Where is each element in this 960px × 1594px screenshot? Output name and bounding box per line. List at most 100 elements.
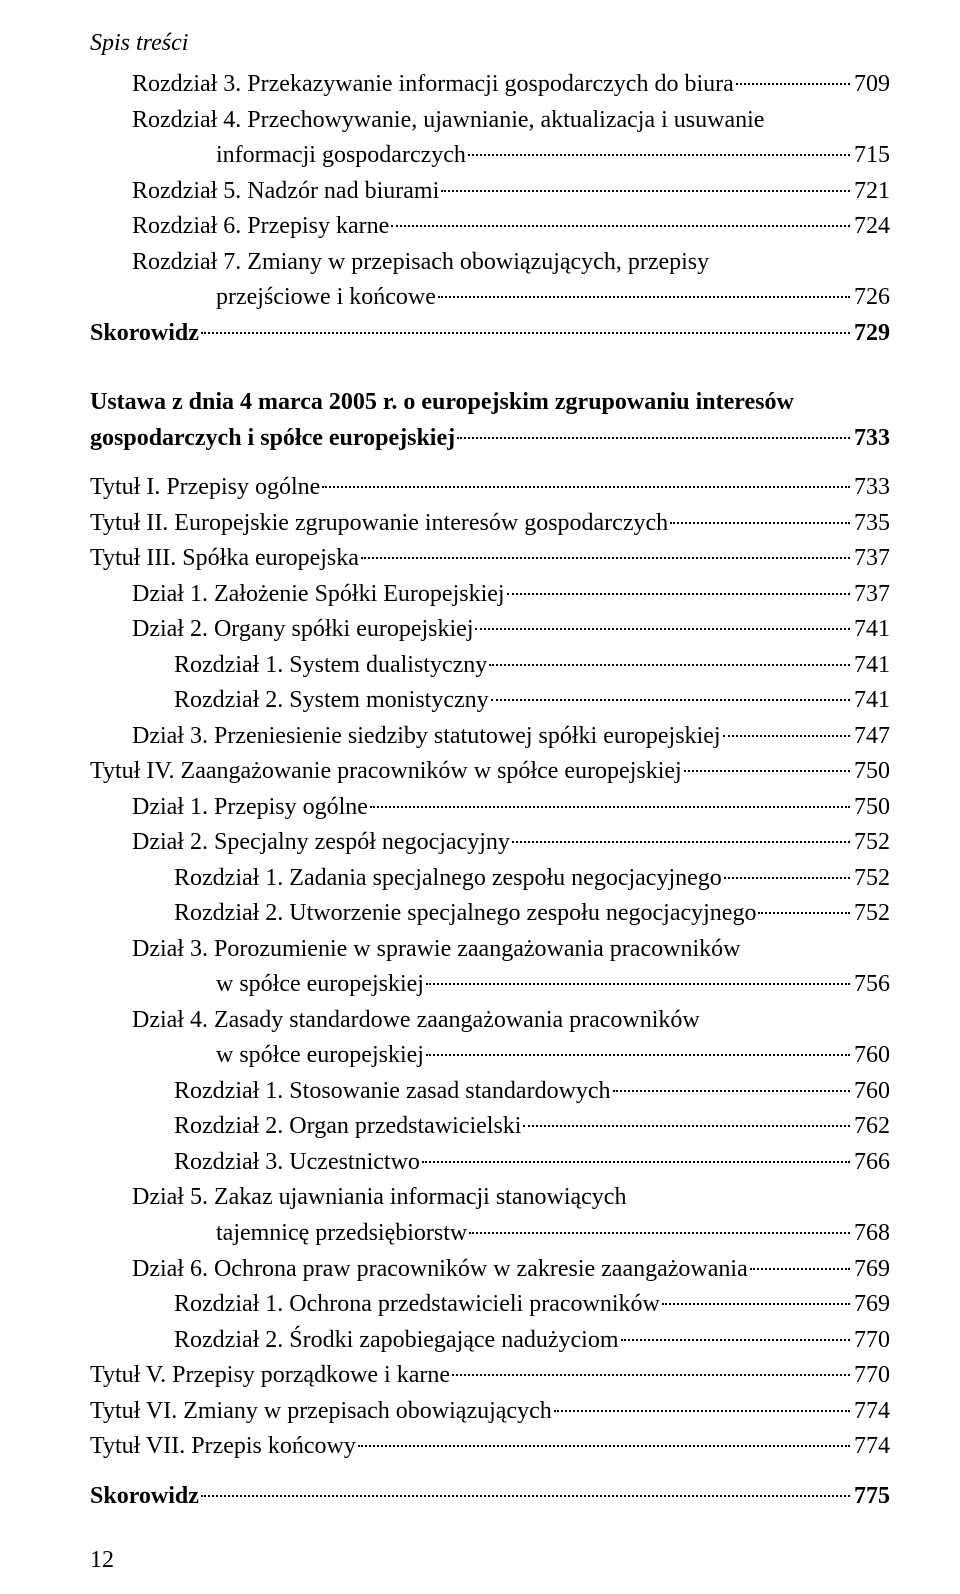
toc-label: Rozdział 2. Utworzenie specjalnego zespo… xyxy=(174,896,756,932)
toc-label: Dział 1. Założenie Spółki Europejskiej xyxy=(132,577,505,613)
toc-label: Rozdział 3. Uczestnictwo xyxy=(174,1145,420,1181)
toc-line: Tytuł IV. Zaangażowanie pracowników w sp… xyxy=(90,754,890,790)
toc-leaders xyxy=(758,912,850,914)
toc-leaders xyxy=(621,1339,850,1341)
toc-line: Tytuł III. Spółka europejska 737 xyxy=(90,541,890,577)
toc-label: Dział 3. Porozumienie w sprawie zaangażo… xyxy=(132,932,740,968)
toc-line: Tytuł VI. Zmiany w przepisach obowiązują… xyxy=(90,1394,890,1430)
toc-label: Dział 6. Ochrona praw pracowników w zakr… xyxy=(132,1252,748,1288)
toc-label: Tytuł VI. Zmiany w przepisach obowiązują… xyxy=(90,1394,552,1430)
toc-line: Rozdział 2. Utworzenie specjalnego zespo… xyxy=(90,896,890,932)
toc-line: Rozdział 1. System dualistyczny741 xyxy=(90,648,890,684)
toc-line: Dział 6. Ochrona praw pracowników w zakr… xyxy=(90,1252,890,1288)
toc-page: 752 xyxy=(854,896,890,932)
toc-leaders xyxy=(370,806,850,808)
toc-leaders xyxy=(468,154,850,156)
toc-leaders xyxy=(422,1161,850,1163)
toc-section-title: Ustawa z dnia 4 marca 2005 r. o europejs… xyxy=(90,385,890,421)
toc-line: Tytuł II. Europejskie zgrupowanie intere… xyxy=(90,506,890,542)
toc-page: 726 xyxy=(854,280,890,316)
toc-page: 724 xyxy=(854,209,890,245)
toc-line: Dział 3. Przeniesienie siedziby statutow… xyxy=(90,719,890,755)
toc-page: 775 xyxy=(854,1479,890,1515)
toc-leaders xyxy=(523,1125,850,1127)
toc-line: Dział 4. Zasady standardowe zaangażowani… xyxy=(90,1003,890,1039)
toc-line: Tytuł I. Przepisy ogólne733 xyxy=(90,470,890,506)
toc-line: Rozdział 4. Przechowywanie, ujawnianie, … xyxy=(90,103,890,139)
toc-label: Tytuł II. Europejskie zgrupowanie intere… xyxy=(90,506,668,542)
toc-line: Rozdział 5. Nadzór nad biurami 721 xyxy=(90,174,890,210)
toc-page: 756 xyxy=(854,967,890,1003)
toc-page: 747 xyxy=(854,719,890,755)
toc-label: Rozdział 5. Nadzór nad biurami xyxy=(132,174,439,210)
toc-label: Rozdział 1. Ochrona przedstawicieli prac… xyxy=(174,1287,660,1323)
toc-label: w spółce europejskiej xyxy=(216,967,424,1003)
toc-label: przejściowe i końcowe xyxy=(216,280,436,316)
toc-label: Dział 4. Zasady standardowe zaangażowani… xyxy=(132,1003,700,1039)
toc-line: Skorowidz729 xyxy=(90,316,890,352)
toc-leaders xyxy=(475,628,850,630)
toc-leaders xyxy=(426,1054,850,1056)
toc-label: Tytuł IV. Zaangażowanie pracowników w sp… xyxy=(90,754,682,790)
toc-label: tajemnicę przedsiębiorstw xyxy=(216,1216,467,1252)
toc-line: Skorowidz 775 xyxy=(90,1479,890,1515)
toc-page: 741 xyxy=(854,648,890,684)
page-footer: 12 xyxy=(90,1547,890,1574)
toc-line: Dział 1. Przepisy ogólne 750 xyxy=(90,790,890,826)
toc-leaders xyxy=(426,983,850,985)
toc-line: Rozdział 2. Środki zapobiegające nadużyc… xyxy=(90,1323,890,1359)
toc-leaders xyxy=(391,225,850,227)
toc-label: w spółce europejskiej xyxy=(216,1038,424,1074)
toc-page: 721 xyxy=(854,174,890,210)
toc-leaders xyxy=(452,1374,850,1376)
toc-page: 769 xyxy=(854,1287,890,1323)
toc-page: 729 xyxy=(854,316,890,352)
toc-label: Rozdział 1. Zadania specjalnego zespołu … xyxy=(174,861,722,897)
toc-line: tajemnicę przedsiębiorstw768 xyxy=(90,1216,890,1252)
toc-line: Dział 2. Organy spółki europejskiej741 xyxy=(90,612,890,648)
toc-page: 760 xyxy=(854,1038,890,1074)
toc-page: 737 xyxy=(854,577,890,613)
toc-line: Dział 5. Zakaz ujawniania informacji sta… xyxy=(90,1180,890,1216)
toc-leaders xyxy=(670,522,850,524)
toc-leaders xyxy=(750,1268,850,1270)
toc-leaders xyxy=(457,437,850,439)
toc-line: Tytuł V. Przepisy porządkowe i karne770 xyxy=(90,1358,890,1394)
toc-line: Rozdział 1. Ochrona przedstawicieli prac… xyxy=(90,1287,890,1323)
toc-page: 715 xyxy=(854,138,890,174)
toc-label: Skorowidz xyxy=(90,1479,199,1515)
toc-line: Dział 3. Porozumienie w sprawie zaangażo… xyxy=(90,932,890,968)
toc-label: Ustawa z dnia 4 marca 2005 r. o europejs… xyxy=(90,385,794,421)
toc-line: Rozdział 1. Zadania specjalnego zespołu … xyxy=(90,861,890,897)
toc-leaders xyxy=(361,557,850,559)
toc-leaders xyxy=(358,1445,850,1447)
toc-leaders xyxy=(613,1090,850,1092)
toc-leaders xyxy=(491,699,850,701)
toc-line: Rozdział 7. Zmiany w przepisach obowiązu… xyxy=(90,245,890,281)
toc-leaders xyxy=(322,486,850,488)
toc-page: 752 xyxy=(854,861,890,897)
toc-page: 769 xyxy=(854,1252,890,1288)
toc-page: 750 xyxy=(854,790,890,826)
toc-page: 733 xyxy=(854,421,890,457)
toc-leaders xyxy=(684,770,850,772)
toc-label: Tytuł III. Spółka europejska xyxy=(90,541,359,577)
toc-label: Rozdział 7. Zmiany w przepisach obowiązu… xyxy=(132,245,709,281)
toc-line: Rozdział 6. Przepisy karne724 xyxy=(90,209,890,245)
toc-page: 737 xyxy=(854,541,890,577)
toc-leaders xyxy=(469,1232,850,1234)
toc-line: Rozdział 3. Przekazywanie informacji gos… xyxy=(90,67,890,103)
toc-page: 762 xyxy=(854,1109,890,1145)
toc-label: Dział 1. Przepisy ogólne xyxy=(132,790,368,826)
toc-line: Dział 1. Założenie Spółki Europejskiej 73… xyxy=(90,577,890,613)
toc-label: informacji gospodarczych xyxy=(216,138,466,174)
toc-page: 735 xyxy=(854,506,890,542)
toc-page: 770 xyxy=(854,1358,890,1394)
toc-line: Rozdział 2. Organ przedstawicielski762 xyxy=(90,1109,890,1145)
toc-section-title-cont: gospodarczych i spółce europejskiej 733 xyxy=(90,421,890,457)
toc-page: 774 xyxy=(854,1429,890,1465)
toc-page: 752 xyxy=(854,825,890,861)
toc-label: Rozdział 4. Przechowywanie, ujawnianie, … xyxy=(132,103,764,139)
toc-page: 766 xyxy=(854,1145,890,1181)
toc-page: 741 xyxy=(854,612,890,648)
